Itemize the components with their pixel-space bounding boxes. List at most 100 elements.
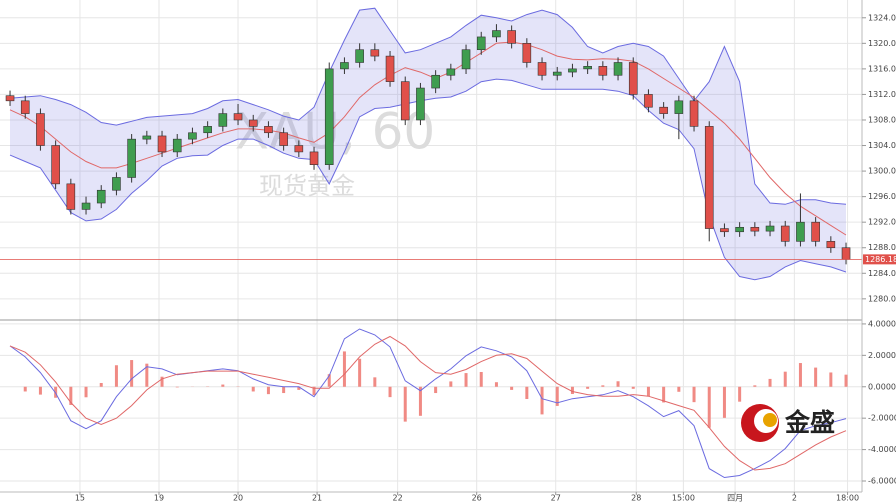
macd-histogram-bar — [434, 386, 438, 394]
macd-histogram-bar — [38, 386, 42, 395]
y-tick-label: 1312.00 — [868, 90, 896, 99]
grid-layer — [0, 0, 862, 492]
candle-body — [157, 135, 167, 153]
logo-icon-dot — [763, 413, 777, 427]
candle-body — [522, 43, 532, 63]
candle-body — [613, 62, 623, 76]
macd-dif-line — [9, 328, 847, 479]
candle-body — [568, 68, 577, 73]
y-tick-label: -6.0000 — [868, 477, 896, 486]
logo-text: 金盛 — [784, 408, 835, 437]
macd-histogram-bar — [844, 374, 848, 387]
y-tick-label: 1292.00 — [868, 218, 896, 227]
macd-histogram-bar — [814, 367, 818, 387]
candle-body — [552, 71, 562, 76]
watermark-name: 现货黄金 — [259, 172, 355, 200]
candle-body — [674, 100, 684, 114]
candle-body — [81, 202, 91, 210]
candle-body — [598, 66, 608, 76]
y-tick-label: 1284.00 — [868, 269, 896, 278]
candle-body — [659, 106, 668, 114]
data-layer — [0, 7, 862, 479]
candle-body — [492, 30, 501, 38]
macd-histogram-bar — [464, 373, 468, 387]
macd-histogram-bar — [738, 386, 742, 402]
x-tick-label: 18:00 — [836, 494, 859, 503]
candle-body — [446, 68, 456, 76]
candle-body — [826, 241, 836, 249]
axis-layer: 1324.00 1320.00 1316.00 1312.00 1308.00 1304.… — [75, 13, 896, 503]
macd-histogram-bar — [783, 371, 787, 387]
candle-body — [385, 55, 395, 82]
x-tick-label: 四月 — [727, 494, 743, 503]
candle-body — [248, 119, 258, 127]
candle-body — [142, 135, 152, 140]
logo: 金盛 — [741, 404, 835, 442]
macd-histogram-bar — [692, 386, 696, 403]
middle-band — [9, 41, 847, 236]
macd-histogram-bar — [768, 378, 772, 387]
candle-body — [370, 49, 380, 57]
macd-histogram-bar — [358, 358, 362, 387]
y-tick-label: 2.0000 — [868, 351, 896, 360]
macd-histogram-bar — [707, 386, 711, 428]
candle-body — [340, 62, 349, 70]
macd-dea-line — [9, 335, 847, 471]
candle-body — [416, 87, 425, 121]
y-tick-label: -4.0000 — [868, 445, 896, 454]
x-tick-label: 19 — [154, 494, 164, 503]
candle-body — [355, 49, 364, 63]
candle-body — [689, 100, 699, 127]
macd-histogram-bar — [616, 381, 620, 387]
y-tick-label: 1304.00 — [868, 141, 896, 150]
x-tick-label: 28 — [631, 494, 641, 503]
y-tick-label: 1320.00 — [868, 39, 896, 48]
x-tick-label: 2 — [792, 494, 797, 503]
y-tick-label: 1280.00 — [868, 294, 896, 303]
y-tick-label: 1300.00 — [868, 167, 896, 176]
macd-histogram-bar — [722, 386, 726, 418]
x-tick-label: 27 — [551, 494, 561, 503]
macd-histogram-bar — [601, 385, 605, 387]
y-tick-label: 1324.00 — [868, 13, 896, 22]
y-tick-label: 1308.00 — [868, 115, 896, 124]
candle-body — [294, 145, 304, 153]
macd-histogram-bar — [99, 382, 103, 387]
candle-body — [476, 36, 486, 51]
y-tick-label: 1296.00 — [868, 192, 896, 201]
upper-band — [9, 7, 847, 205]
macd-histogram-bar — [69, 386, 73, 405]
macd-histogram-bar — [312, 386, 316, 396]
x-tick-label: 15:00 — [672, 494, 695, 503]
x-tick-label: 20 — [233, 494, 243, 503]
macd-histogram-bar — [373, 377, 377, 387]
candle-body — [188, 132, 197, 140]
macd-histogram-bar — [540, 386, 544, 415]
candle-body — [796, 221, 805, 242]
macd-histogram-bar — [266, 386, 270, 395]
candle-body — [112, 177, 121, 191]
x-tick-label: 22 — [393, 494, 403, 503]
x-tick-label: 21 — [312, 494, 322, 503]
macd-histogram-bar — [145, 363, 149, 387]
candle-body — [750, 226, 760, 232]
macd-histogram-bar — [510, 386, 514, 390]
macd-histogram-bar — [403, 386, 407, 422]
macd-histogram-bar — [221, 384, 225, 387]
last-price-box — [863, 254, 896, 265]
macd-histogram-bar — [282, 386, 286, 394]
candle-body — [51, 145, 60, 185]
candle-body — [431, 74, 440, 89]
candle-body — [279, 132, 288, 146]
candle-body — [461, 49, 471, 70]
candle-body — [780, 225, 790, 242]
candle-body — [765, 225, 775, 232]
macd-histogram-bar — [23, 386, 27, 392]
macd-histogram-bar — [829, 372, 833, 387]
candle-body — [811, 221, 820, 242]
candle-body — [400, 81, 410, 121]
candle-body — [507, 30, 516, 44]
macd-histogram-bar — [677, 386, 681, 392]
macd-histogram-bar — [130, 360, 134, 387]
